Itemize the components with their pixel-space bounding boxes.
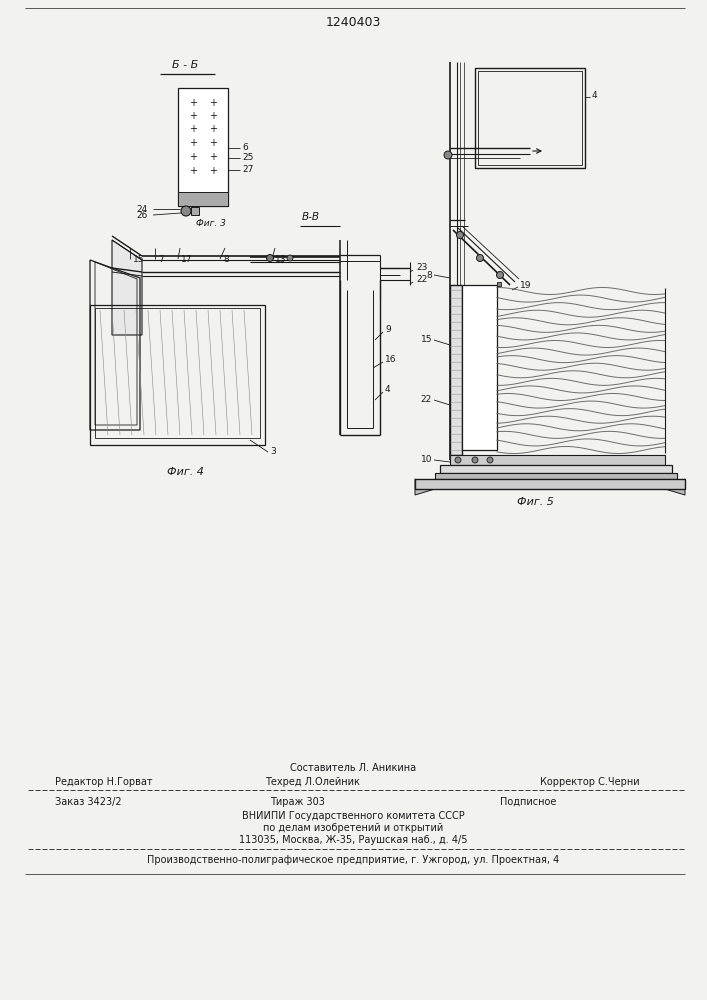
Text: +: + bbox=[189, 111, 197, 121]
Text: 22: 22 bbox=[416, 275, 427, 284]
Polygon shape bbox=[665, 479, 685, 495]
Text: +: + bbox=[209, 124, 217, 134]
Bar bbox=[450, 285, 462, 455]
Circle shape bbox=[181, 206, 191, 216]
Text: Фиг. 3: Фиг. 3 bbox=[196, 220, 226, 229]
Text: 8: 8 bbox=[223, 254, 229, 263]
Text: +: + bbox=[209, 166, 217, 176]
Text: 10: 10 bbox=[421, 456, 432, 464]
Text: +: + bbox=[189, 152, 197, 162]
Circle shape bbox=[455, 457, 461, 463]
Text: 7: 7 bbox=[158, 254, 164, 263]
Circle shape bbox=[457, 232, 464, 238]
Text: 6: 6 bbox=[242, 143, 247, 152]
Text: Тираж 303: Тираж 303 bbox=[270, 797, 325, 807]
Text: Корректор С.Черни: Корректор С.Черни bbox=[540, 777, 640, 787]
Text: 23: 23 bbox=[416, 263, 427, 272]
Bar bbox=[90, 305, 265, 445]
Text: +: + bbox=[209, 138, 217, 148]
Circle shape bbox=[444, 151, 452, 159]
Bar bbox=[178, 88, 228, 206]
Text: 19: 19 bbox=[520, 280, 532, 290]
Text: Б - Б: Б - Б bbox=[172, 60, 198, 70]
Circle shape bbox=[477, 254, 484, 261]
Text: 26: 26 bbox=[136, 211, 148, 220]
Text: 16: 16 bbox=[385, 356, 397, 364]
Polygon shape bbox=[415, 479, 435, 495]
Text: +: + bbox=[189, 124, 197, 134]
Circle shape bbox=[267, 254, 274, 261]
Polygon shape bbox=[112, 240, 142, 335]
Text: 4: 4 bbox=[385, 385, 391, 394]
Text: 3: 3 bbox=[270, 448, 276, 456]
Bar bbox=[95, 308, 260, 438]
Bar bbox=[450, 455, 665, 465]
Text: В-В: В-В bbox=[302, 212, 320, 222]
Text: 25: 25 bbox=[242, 153, 253, 162]
Circle shape bbox=[472, 457, 478, 463]
Text: +: + bbox=[189, 138, 197, 148]
Bar bbox=[435, 473, 677, 479]
Text: по делам изобретений и открытий: по делам изобретений и открытий bbox=[263, 823, 443, 833]
Text: +: + bbox=[189, 166, 197, 176]
Text: 1240403: 1240403 bbox=[325, 15, 380, 28]
Text: Фиг. 4: Фиг. 4 bbox=[167, 467, 204, 477]
Text: Подписное: Подписное bbox=[500, 797, 556, 807]
Text: +: + bbox=[209, 98, 217, 108]
Text: Техред Л.Олейник: Техред Л.Олейник bbox=[265, 777, 360, 787]
Bar bbox=[415, 479, 685, 489]
Circle shape bbox=[496, 271, 503, 278]
Bar bbox=[475, 68, 585, 168]
Text: +: + bbox=[189, 98, 197, 108]
Text: 17: 17 bbox=[181, 254, 192, 263]
Text: ВНИИПИ Государственного комитета СССР: ВНИИПИ Государственного комитета СССР bbox=[242, 811, 464, 821]
Text: Производственно-полиграфическое предприятие, г. Ужгород, ул. Проектная, 4: Производственно-полиграфическое предприя… bbox=[147, 855, 559, 865]
Text: 13: 13 bbox=[275, 254, 286, 263]
Text: Фиг. 5: Фиг. 5 bbox=[517, 497, 554, 507]
Text: 15: 15 bbox=[133, 254, 144, 263]
Text: 9: 9 bbox=[385, 326, 391, 334]
Text: +: + bbox=[209, 152, 217, 162]
Bar bbox=[462, 285, 497, 450]
Text: 8: 8 bbox=[426, 270, 432, 279]
Text: Редактор Н.Горват: Редактор Н.Горват bbox=[55, 777, 153, 787]
Bar bbox=[497, 282, 501, 286]
Text: 4: 4 bbox=[592, 91, 597, 100]
Bar bbox=[178, 192, 228, 206]
Circle shape bbox=[287, 255, 293, 261]
Text: 27: 27 bbox=[242, 165, 253, 174]
Text: +: + bbox=[209, 111, 217, 121]
Bar bbox=[440, 465, 672, 473]
Bar bbox=[478, 71, 582, 165]
Text: Заказ 3423/2: Заказ 3423/2 bbox=[55, 797, 122, 807]
Text: 22: 22 bbox=[421, 395, 432, 404]
Text: 113035, Москва, Ж-35, Раушская наб., д. 4/5: 113035, Москва, Ж-35, Раушская наб., д. … bbox=[239, 835, 467, 845]
Text: 24: 24 bbox=[136, 205, 148, 214]
Text: Составитель Л. Аникина: Составитель Л. Аникина bbox=[290, 763, 416, 773]
Text: 15: 15 bbox=[421, 336, 432, 344]
Circle shape bbox=[487, 457, 493, 463]
Bar bbox=[191, 207, 199, 215]
